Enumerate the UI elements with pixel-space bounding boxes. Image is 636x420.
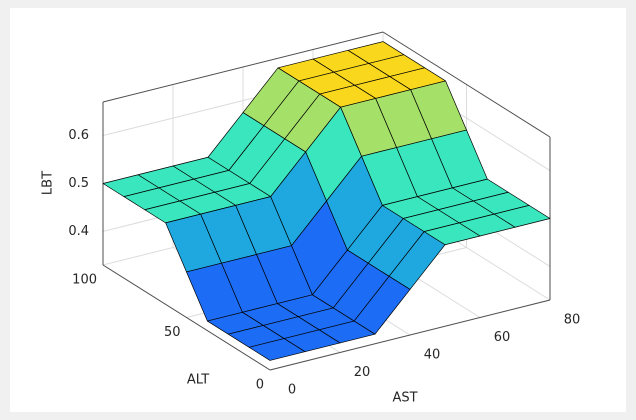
z-tick-label: 0.4 xyxy=(68,224,89,239)
z-tick-label: 0.5 xyxy=(68,176,89,191)
axis-line xyxy=(269,299,551,371)
x-axis-label: AST xyxy=(392,391,417,406)
axis-line xyxy=(102,264,271,371)
x-tick-label: 80 xyxy=(564,313,581,328)
axis-line xyxy=(382,31,551,138)
y-tick-label: 100 xyxy=(72,273,97,288)
y-tick-label: 0 xyxy=(256,378,264,393)
axis-line xyxy=(102,31,384,103)
z-tick-label: 0.6 xyxy=(68,128,89,143)
x-tick-label: 20 xyxy=(354,365,371,380)
x-tick-label: 40 xyxy=(424,348,441,363)
z-axis-label: LBT xyxy=(41,171,56,195)
x-tick-label: 60 xyxy=(494,330,511,345)
y-axis-label: ALT xyxy=(187,373,209,388)
surface-face xyxy=(248,338,306,361)
x-tick-label: 0 xyxy=(288,383,296,398)
y-tick-label: 50 xyxy=(164,325,181,340)
